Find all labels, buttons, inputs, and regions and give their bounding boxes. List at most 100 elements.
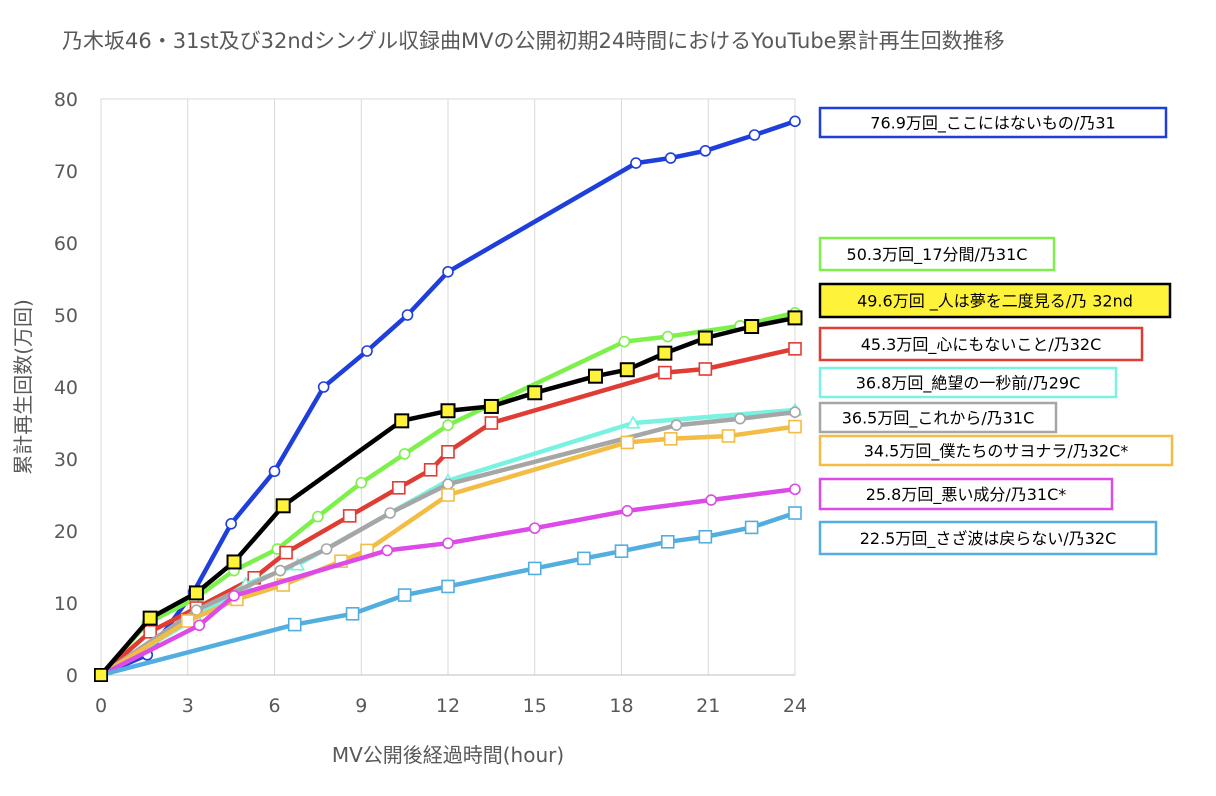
data-point [312, 510, 324, 523]
data-point [361, 345, 373, 357]
data-point [630, 157, 642, 169]
series-7 [94, 506, 802, 682]
data-point [587, 368, 603, 384]
x-tick-label: 3 [182, 695, 194, 717]
data-point [274, 564, 287, 577]
legend-label: 50.3万回_17分間/乃31C [847, 245, 1028, 265]
y-tick-label: 30 [54, 449, 78, 471]
legend-label: 25.8万回_悪い成分/乃31C* [866, 485, 1067, 505]
y-tick-label: 80 [54, 89, 78, 111]
data-point [698, 362, 713, 376]
data-point [619, 362, 635, 378]
data-point [483, 398, 499, 414]
data-point [670, 419, 683, 431]
grid-lines [101, 99, 796, 676]
y-tick-label: 40 [54, 377, 78, 399]
legend-box [818, 236, 1056, 272]
legend-entry: 34.5万回_僕たちのサヨナラ/乃32C* [818, 434, 1174, 467]
data-point [441, 579, 455, 594]
y-tick-label: 10 [54, 593, 78, 615]
data-point [660, 534, 675, 549]
x-tick-label: 9 [355, 695, 367, 717]
data-point [748, 129, 761, 141]
y-tick-label: 20 [54, 521, 78, 543]
y-tick-labels: 0 10 20 30 40 50 60 70 80 [54, 89, 78, 687]
data-point [527, 385, 543, 401]
data-point [705, 494, 717, 506]
data-point [618, 335, 631, 348]
data-point [744, 520, 759, 535]
data-point [394, 413, 410, 429]
data-point [392, 480, 406, 495]
legend-label: 34.5万回_僕たちのサヨナラ/乃32C* [864, 442, 1129, 462]
data-point [442, 265, 454, 278]
y-tick-label: 0 [66, 665, 78, 687]
data-point [788, 506, 802, 520]
data-point [228, 589, 240, 602]
data-point [287, 617, 302, 632]
data-point [789, 115, 801, 128]
data-point [143, 624, 157, 639]
data-point [789, 483, 801, 496]
data-point [345, 606, 360, 621]
data-point [188, 585, 204, 601]
legend-label: 36.5万回_これから/乃31C [842, 409, 1035, 429]
data-point [614, 544, 629, 558]
legend: 76.9万回_ここにはないもの/乃31 50.3万回_17分間/乃31C 49.6万… [818, 106, 1174, 556]
legend-label: 49.6万回 _人は夢を二度見る/乃 32nd [857, 292, 1133, 312]
data-point [697, 330, 713, 346]
data-point [787, 310, 803, 326]
data-point [225, 517, 237, 530]
legend-entry: 36.8万回_絶望の一秒前/乃29C [818, 366, 1118, 399]
data-point [279, 545, 293, 560]
legend-box [818, 434, 1174, 467]
data-point [441, 444, 455, 459]
data-point [398, 448, 411, 460]
data-point [621, 505, 634, 517]
legend-label: 76.9万回_ここにはないもの/乃31 [870, 114, 1115, 134]
chart-title: 乃木坂46・31st及び32ndシングル収録曲MVの公開初期24時間におけるYo… [62, 29, 1005, 53]
series-8 [94, 310, 803, 682]
x-axis-title: MV公開後経過時間(hour) [332, 743, 564, 767]
data-point [355, 476, 368, 489]
data-point [734, 412, 746, 425]
legend-box [818, 106, 1168, 139]
data-point [268, 465, 281, 478]
y-tick-label: 50 [54, 305, 78, 327]
data-point [788, 419, 802, 434]
series-group [94, 115, 803, 682]
legend-entry: 45.3万回_心にもないこと/乃32C [818, 326, 1144, 362]
data-point [625, 415, 641, 429]
x-tick-label: 21 [696, 695, 720, 717]
legend-box [818, 401, 1058, 434]
data-point [193, 619, 206, 632]
legend-entry: 76.9万回_ここにはないもの/乃31 [818, 106, 1168, 139]
data-point [788, 342, 802, 356]
data-point [527, 561, 542, 576]
data-point [721, 429, 736, 443]
legend-entry: 25.8万回_悪い成分/乃31C* [818, 477, 1114, 511]
legend-box [818, 366, 1118, 399]
y-tick-label: 70 [54, 161, 78, 183]
series-4 [94, 406, 801, 682]
legend-box [818, 282, 1172, 319]
series-line [98, 119, 798, 678]
data-point [384, 507, 396, 519]
legend-entry: 49.6万回 _人は夢を二度見る/乃 32nd [818, 282, 1172, 319]
data-point [440, 403, 456, 419]
legend-box [818, 520, 1158, 556]
x-tick-label: 12 [436, 695, 460, 717]
x-tick-label: 15 [523, 695, 547, 717]
data-point [658, 365, 672, 380]
legend-box [818, 477, 1114, 511]
data-point [381, 544, 394, 557]
y-tick-label: 60 [54, 233, 78, 255]
data-point [699, 145, 712, 157]
data-point [275, 498, 291, 514]
data-point [226, 554, 242, 570]
data-point [180, 614, 195, 628]
data-point [94, 668, 108, 682]
legend-entry: 22.5万回_さざ波は戻らない/乃32C [818, 520, 1158, 556]
data-point [744, 319, 760, 335]
